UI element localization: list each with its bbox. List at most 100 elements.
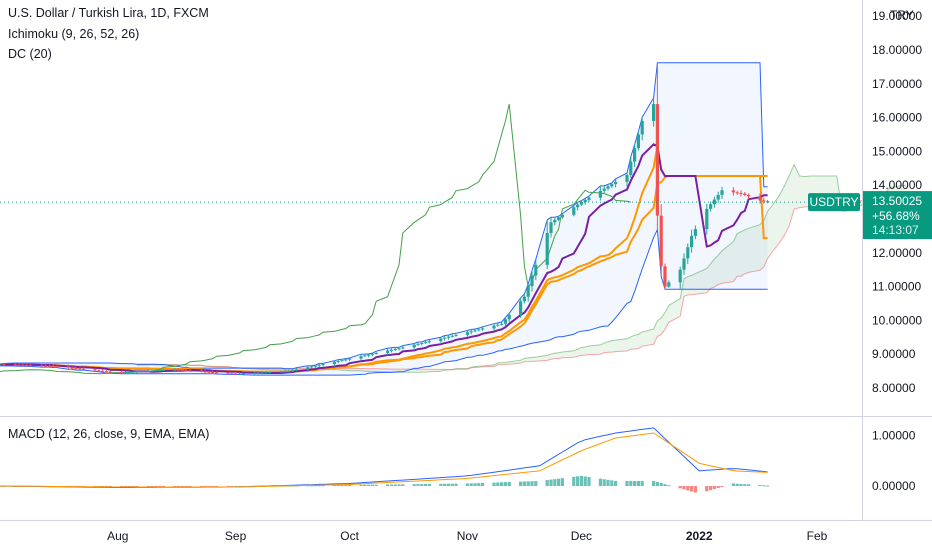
candle[interactable] — [636, 131, 640, 151]
candle[interactable] — [13, 363, 17, 367]
candle[interactable] — [93, 368, 97, 372]
macd-histogram-bar[interactable] — [477, 483, 481, 486]
macd-histogram-bar[interactable] — [587, 477, 591, 486]
candle[interactable] — [359, 354, 363, 361]
candle[interactable] — [17, 363, 21, 367]
macd-histogram-bar[interactable] — [583, 476, 587, 486]
candle[interactable] — [101, 369, 105, 373]
candle[interactable] — [386, 348, 390, 356]
macd-histogram-bar[interactable] — [344, 485, 348, 487]
macd-histogram-bar[interactable] — [522, 481, 526, 486]
macd-histogram-bar[interactable] — [553, 479, 557, 486]
macd-histogram-bar[interactable] — [636, 480, 640, 486]
macd-histogram-bar[interactable] — [640, 480, 644, 486]
candle[interactable] — [439, 337, 443, 343]
candle[interactable] — [454, 333, 458, 337]
candle[interactable] — [389, 347, 393, 353]
macd-signal-line[interactable] — [0, 432, 768, 488]
candle[interactable] — [587, 196, 591, 202]
macd-histogram-bar[interactable] — [598, 478, 602, 486]
candle[interactable] — [743, 191, 747, 197]
macd-histogram-bar[interactable] — [500, 482, 504, 486]
candle[interactable] — [712, 196, 716, 208]
macd-histogram-bar[interactable] — [667, 485, 671, 487]
macd-histogram-bar[interactable] — [492, 482, 496, 486]
macd-pane[interactable] — [0, 427, 770, 493]
candle[interactable] — [420, 341, 424, 346]
candle[interactable] — [306, 365, 310, 372]
macd-histogram-bar[interactable] — [659, 483, 663, 486]
macd-histogram-bar[interactable] — [386, 484, 390, 486]
candle[interactable] — [283, 370, 287, 373]
candle[interactable] — [640, 117, 644, 141]
macd-histogram-bar[interactable] — [412, 484, 416, 486]
candle[interactable] — [682, 253, 686, 275]
candle[interactable] — [667, 280, 671, 288]
candle[interactable] — [370, 353, 374, 357]
candle[interactable] — [74, 366, 78, 371]
candle[interactable] — [40, 364, 44, 368]
candle[interactable] — [686, 243, 690, 265]
ichimoku-legend[interactable]: Ichimoku (9, 26, 52, 26) — [8, 27, 140, 41]
macd-histogram-bar[interactable] — [602, 479, 606, 486]
candle[interactable] — [397, 347, 401, 351]
candle[interactable] — [135, 370, 139, 374]
candle[interactable] — [731, 187, 735, 196]
macd-histogram-bar[interactable] — [693, 486, 697, 493]
candle[interactable] — [226, 371, 230, 375]
macd-histogram-bar[interactable] — [481, 482, 485, 486]
candle[interactable] — [401, 345, 405, 350]
macd-histogram-bar[interactable] — [720, 486, 724, 487]
candle[interactable] — [47, 364, 51, 367]
macd-histogram-bar[interactable] — [705, 486, 709, 492]
candle[interactable] — [652, 97, 656, 127]
candle[interactable] — [2, 363, 6, 366]
macd-histogram-bar[interactable] — [530, 481, 534, 486]
candle[interactable] — [230, 372, 234, 375]
macd-histogram-bar[interactable] — [443, 483, 447, 486]
candle[interactable] — [709, 201, 713, 212]
candle[interactable] — [530, 270, 534, 292]
candle[interactable] — [207, 370, 211, 373]
candle[interactable] — [469, 329, 473, 335]
candle[interactable] — [735, 190, 739, 195]
candle[interactable] — [256, 371, 260, 375]
macd-legend[interactable]: MACD (12, 26, close, 9, EMA, EMA) — [8, 427, 210, 441]
candle[interactable] — [625, 173, 629, 187]
macd-histogram-bar[interactable] — [716, 486, 720, 488]
candle[interactable] — [473, 328, 477, 333]
candle[interactable] — [507, 313, 511, 323]
macd-histogram-bar[interactable] — [610, 480, 614, 486]
macd-histogram-bar[interactable] — [317, 485, 321, 487]
ichimoku-leading-span-a[interactable] — [136, 163, 906, 373]
candle[interactable] — [659, 204, 663, 277]
candle[interactable] — [739, 190, 743, 197]
ichimoku-lagging-span[interactable] — [0, 103, 631, 375]
candle[interactable] — [522, 294, 526, 304]
macd-histogram-bar[interactable] — [625, 480, 629, 486]
candle[interactable] — [393, 347, 397, 352]
candle[interactable] — [268, 371, 272, 374]
candle[interactable] — [28, 363, 32, 367]
candle[interactable] — [553, 217, 557, 226]
candle[interactable] — [560, 213, 564, 219]
candle[interactable] — [762, 197, 766, 204]
macd-histogram-bar[interactable] — [321, 485, 325, 487]
candle[interactable] — [526, 284, 530, 302]
candle[interactable] — [519, 297, 523, 318]
candle[interactable] — [598, 185, 602, 201]
candle[interactable] — [317, 363, 321, 368]
macd-histogram-bar[interactable] — [579, 475, 583, 486]
candle[interactable] — [332, 360, 336, 367]
macd-histogram-bar[interactable] — [397, 484, 401, 486]
candle[interactable] — [188, 368, 192, 372]
candle[interactable] — [161, 368, 165, 371]
macd-histogram-bar[interactable] — [758, 485, 762, 487]
candle[interactable] — [66, 364, 70, 370]
candle[interactable] — [557, 216, 561, 222]
candle[interactable] — [184, 369, 188, 372]
macd-histogram-bar[interactable] — [359, 484, 363, 486]
candle[interactable] — [720, 186, 724, 199]
candle[interactable] — [177, 368, 181, 372]
